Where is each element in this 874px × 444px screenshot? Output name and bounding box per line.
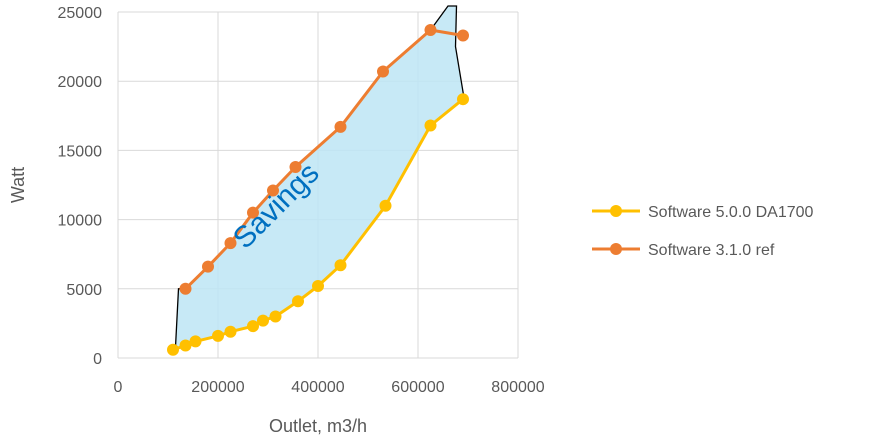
data-point xyxy=(377,65,389,78)
y-tick-label: 0 xyxy=(93,351,102,368)
data-point xyxy=(267,184,279,197)
y-tick-label: 10000 xyxy=(58,213,103,230)
data-point xyxy=(292,295,304,308)
data-point xyxy=(334,259,347,272)
data-point xyxy=(257,314,269,327)
legend-label: Software 5.0.0 DA1700 xyxy=(648,204,814,221)
y-tick-label: 5000 xyxy=(66,282,102,299)
series-line xyxy=(184,28,464,290)
x-tick-label: 800000 xyxy=(491,379,544,396)
data-point xyxy=(457,29,469,42)
legend-entry: Software 5.0.0 DA1700 xyxy=(592,204,814,221)
y-tick-label: 20000 xyxy=(58,74,103,91)
data-point xyxy=(269,310,282,323)
data-point xyxy=(247,320,259,333)
y-tick-label: 25000 xyxy=(58,5,103,22)
data-point xyxy=(334,120,347,133)
data-point xyxy=(379,199,392,212)
series-software-5 xyxy=(167,93,469,356)
x-tick-label: 0 xyxy=(114,379,123,396)
data-point xyxy=(189,335,202,348)
data-point xyxy=(212,329,224,342)
series-layer xyxy=(167,23,469,356)
data-point xyxy=(312,280,324,293)
data-point xyxy=(167,343,179,356)
series-software-3 xyxy=(179,23,469,295)
data-point xyxy=(224,325,237,338)
legend: Software 5.0.0 DA1700 Software 3.1.0 ref xyxy=(592,204,814,259)
data-point xyxy=(424,119,437,132)
legend-entry: Software 3.1.0 ref xyxy=(592,242,775,259)
x-tick-label: 200000 xyxy=(191,379,244,396)
x-tick-label: 600000 xyxy=(391,379,444,396)
data-point xyxy=(224,237,237,250)
legend-label: Software 3.1.0 ref xyxy=(648,242,775,259)
data-point xyxy=(179,339,192,352)
x-tick-label: 400000 xyxy=(291,379,344,396)
y-axis-title: Watt xyxy=(8,167,28,203)
legend-marker xyxy=(610,205,622,217)
data-point xyxy=(289,161,302,174)
data-point xyxy=(202,260,214,273)
y-axis-ticks: 0 5000 10000 15000 20000 25000 xyxy=(58,5,103,368)
data-point xyxy=(247,206,259,219)
data-point xyxy=(457,93,469,106)
y-tick-label: 15000 xyxy=(58,143,103,160)
data-point xyxy=(179,282,192,295)
x-axis-title: Outlet, m3/h xyxy=(269,416,367,436)
data-point xyxy=(424,23,437,36)
x-axis-ticks: 0 200000 400000 600000 800000 xyxy=(114,379,545,396)
legend-marker xyxy=(610,243,622,255)
